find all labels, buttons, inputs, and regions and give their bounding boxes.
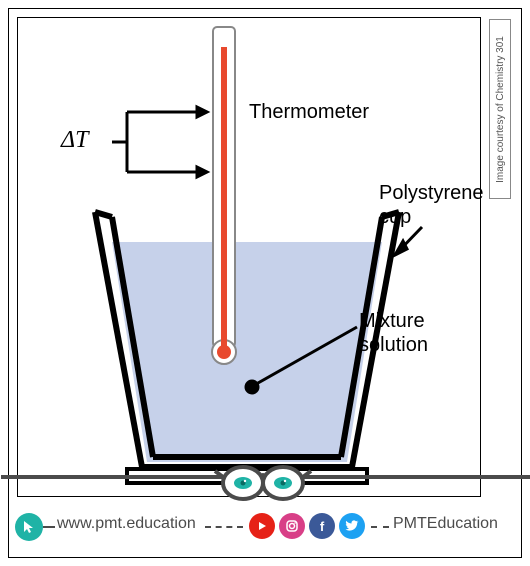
thermometer	[212, 27, 236, 364]
thermometer-label: Thermometer	[249, 101, 369, 124]
cup-label: Polystyrene cup	[379, 181, 499, 229]
footer-dash-right	[371, 526, 389, 528]
youtube-icon[interactable]	[249, 513, 275, 539]
delta-t-label: ΔT	[61, 127, 88, 154]
calorimeter-diagram	[17, 17, 481, 497]
instagram-icon[interactable]	[279, 513, 305, 539]
cursor-icon	[15, 513, 43, 541]
cup-pointer	[395, 227, 422, 255]
footer-handle[interactable]: PMTEducation	[393, 515, 498, 533]
image-credit: Image courtesy of Chemistry 301	[489, 19, 511, 199]
delta-t-bracket	[112, 107, 207, 177]
mixture-label: Mixture solution	[359, 309, 469, 357]
footer-dash-left	[43, 526, 55, 528]
facebook-icon[interactable]: f	[309, 513, 335, 539]
image-credit-text: Image courtesy of Chemistry 301	[495, 36, 506, 183]
twitter-icon[interactable]	[339, 513, 365, 539]
liquid	[112, 242, 382, 462]
glasses-logo	[213, 455, 313, 505]
page-frame: ΔT Thermometer Polystyrene cup Mixture s…	[8, 8, 522, 558]
footer-dash-mid	[205, 526, 243, 528]
footer-url[interactable]: www.pmt.education	[57, 515, 196, 533]
social-icons: f	[249, 513, 365, 539]
